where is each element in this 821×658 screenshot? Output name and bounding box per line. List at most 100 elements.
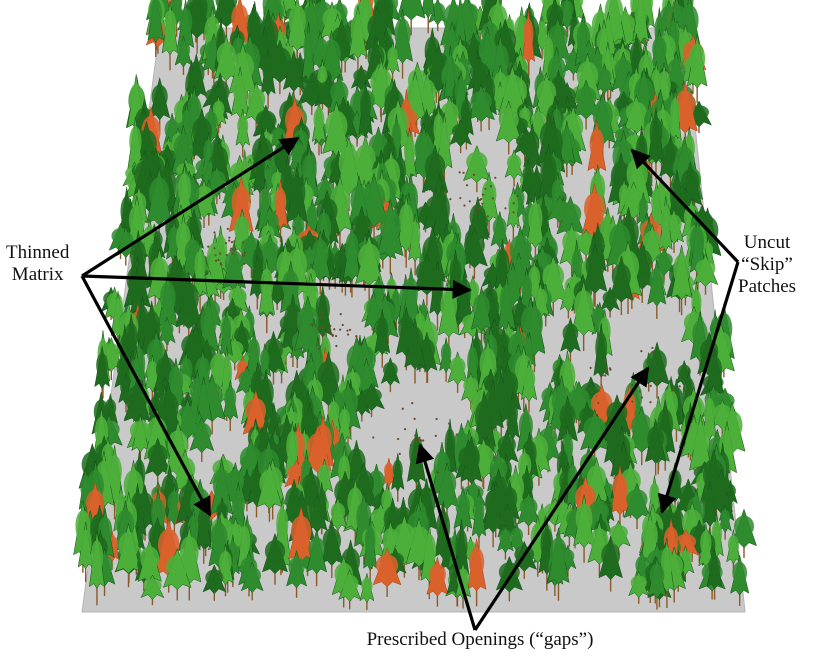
tree: [595, 62, 614, 102]
tree-foliage: [449, 357, 466, 376]
tree-foliage: [634, 77, 654, 111]
tree-foliage: [585, 252, 605, 280]
tree: [235, 109, 250, 158]
tree-foliage: [248, 10, 261, 43]
tree-foliage: [237, 115, 249, 137]
tree-foliage: [467, 346, 478, 377]
tree-foliage: [166, 555, 189, 579]
tree-foliage: [708, 555, 721, 578]
tree-foliage: [475, 400, 494, 434]
tree-foliage: [255, 110, 276, 129]
tree-foliage: [655, 252, 673, 268]
tree-foliage: [492, 217, 507, 238]
tree-foliage: [691, 226, 705, 260]
tree-foliage: [510, 527, 523, 543]
tree-foliage: [301, 154, 317, 186]
tree-foliage: [350, 184, 368, 216]
tree: [322, 100, 351, 171]
tree-foliage: [345, 232, 359, 266]
tree-foliage: [286, 430, 299, 463]
tree-foliage: [691, 424, 710, 457]
tree-foliage: [445, 55, 456, 87]
tree: [649, 29, 669, 86]
tree-foliage: [338, 146, 360, 180]
tree-foliage: [360, 89, 371, 122]
tree-foliage: [358, 243, 381, 272]
tree-foliage: [422, 533, 437, 567]
tree-foliage: [300, 78, 323, 97]
tree-foliage: [192, 117, 212, 146]
tree-foliage: [560, 128, 574, 153]
tree-foliage: [131, 275, 143, 307]
tree-foliage: [546, 3, 564, 27]
tree: [147, 0, 164, 57]
tree-foliage: [499, 284, 514, 317]
tree-foliage: [519, 497, 538, 517]
tree: [286, 0, 309, 67]
tree-foliage: [140, 546, 160, 572]
tree-foliage: [234, 216, 251, 242]
tree: [558, 120, 576, 178]
tree-foliage: [216, 42, 236, 69]
tree-foliage: [518, 411, 533, 440]
tree-foliage: [681, 168, 700, 195]
tree: [311, 100, 327, 156]
tree-foliage: [262, 56, 274, 83]
tree: [587, 120, 607, 188]
tree-foliage: [561, 287, 575, 304]
tree-foliage: [330, 81, 349, 104]
tree-foliage: [638, 198, 649, 217]
tree-foliage: [350, 14, 366, 45]
tree: [392, 9, 413, 79]
tree-foliage: [508, 193, 519, 217]
tree-foliage: [536, 21, 548, 41]
tree-foliage: [136, 129, 157, 157]
tree: [301, 22, 316, 98]
tree-foliage: [260, 268, 274, 302]
tree-foliage: [440, 288, 458, 322]
tree-foliage: [212, 100, 225, 118]
tree-foliage: [498, 107, 519, 132]
tree-foliage: [473, 294, 490, 320]
tree-foliage: [660, 205, 671, 237]
tree-foliage: [584, 192, 605, 225]
tree-foliage: [322, 527, 342, 554]
tree-foliage: [274, 187, 287, 216]
tree-foliage: [353, 69, 370, 83]
tree-foliage: [194, 250, 206, 282]
tree-foliage: [322, 39, 341, 69]
tree-foliage: [575, 503, 593, 534]
tree-foliage: [221, 316, 232, 345]
tree-foliage: [649, 267, 665, 294]
tree-foliage: [601, 543, 621, 568]
tree-foliage: [232, 75, 248, 104]
tree-foliage: [178, 173, 191, 206]
tree-foliage: [392, 459, 403, 481]
tree-foliage: [231, 490, 245, 519]
tree-foliage: [609, 524, 628, 540]
tree-foliage: [179, 7, 193, 37]
tree-foliage: [451, 123, 470, 139]
tree-foliage: [675, 90, 696, 120]
tree: [355, 233, 384, 300]
tree-foliage: [170, 0, 183, 14]
tree-foliage: [402, 0, 420, 6]
tree-foliage: [260, 241, 280, 264]
tree-foliage: [543, 36, 554, 67]
tree-foliage: [231, 3, 249, 33]
tree-foliage: [558, 87, 577, 104]
tree-foliage: [339, 408, 351, 431]
tree-foliage: [406, 80, 424, 109]
tree-foliage: [149, 0, 163, 29]
tree-foliage: [649, 117, 663, 149]
tree-foliage: [528, 202, 543, 234]
tree-foliage: [424, 153, 446, 181]
tree-foliage: [485, 490, 502, 520]
tree: [174, 35, 193, 75]
tree-foliage: [307, 433, 329, 460]
tree-foliage: [727, 535, 739, 555]
tree-foliage: [458, 278, 471, 309]
tree-foliage: [173, 133, 194, 164]
tree-foliage: [118, 531, 139, 560]
